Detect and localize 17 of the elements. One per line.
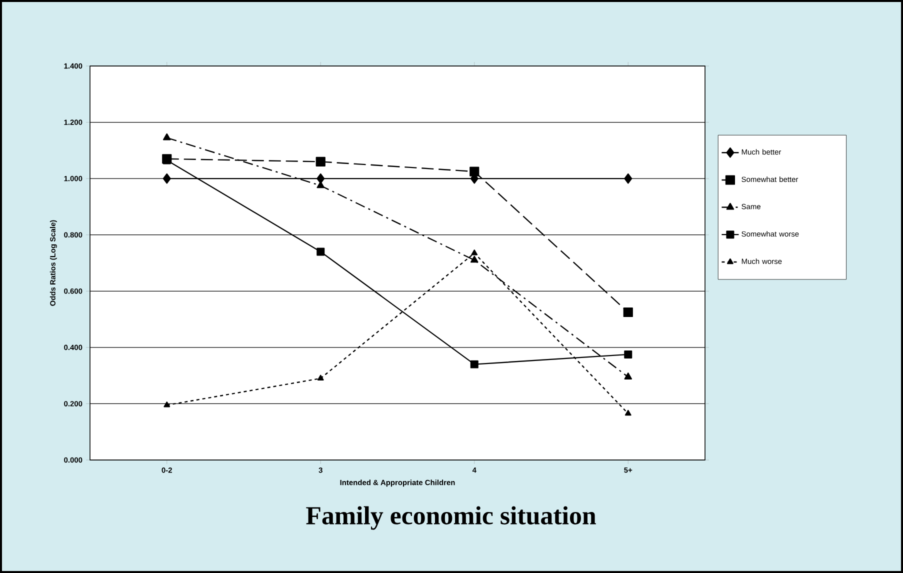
point xyxy=(624,372,632,380)
point xyxy=(317,374,324,380)
point xyxy=(623,307,633,318)
point xyxy=(316,173,325,184)
point xyxy=(470,256,478,263)
point xyxy=(624,173,632,184)
text: Family economic situation xyxy=(306,506,596,530)
point xyxy=(624,410,632,416)
point xyxy=(162,173,171,184)
point xyxy=(316,248,325,256)
point xyxy=(470,360,478,368)
point xyxy=(162,133,171,140)
point xyxy=(316,156,326,166)
point xyxy=(471,250,478,256)
point xyxy=(470,166,480,176)
point xyxy=(624,350,632,358)
point xyxy=(164,402,170,408)
